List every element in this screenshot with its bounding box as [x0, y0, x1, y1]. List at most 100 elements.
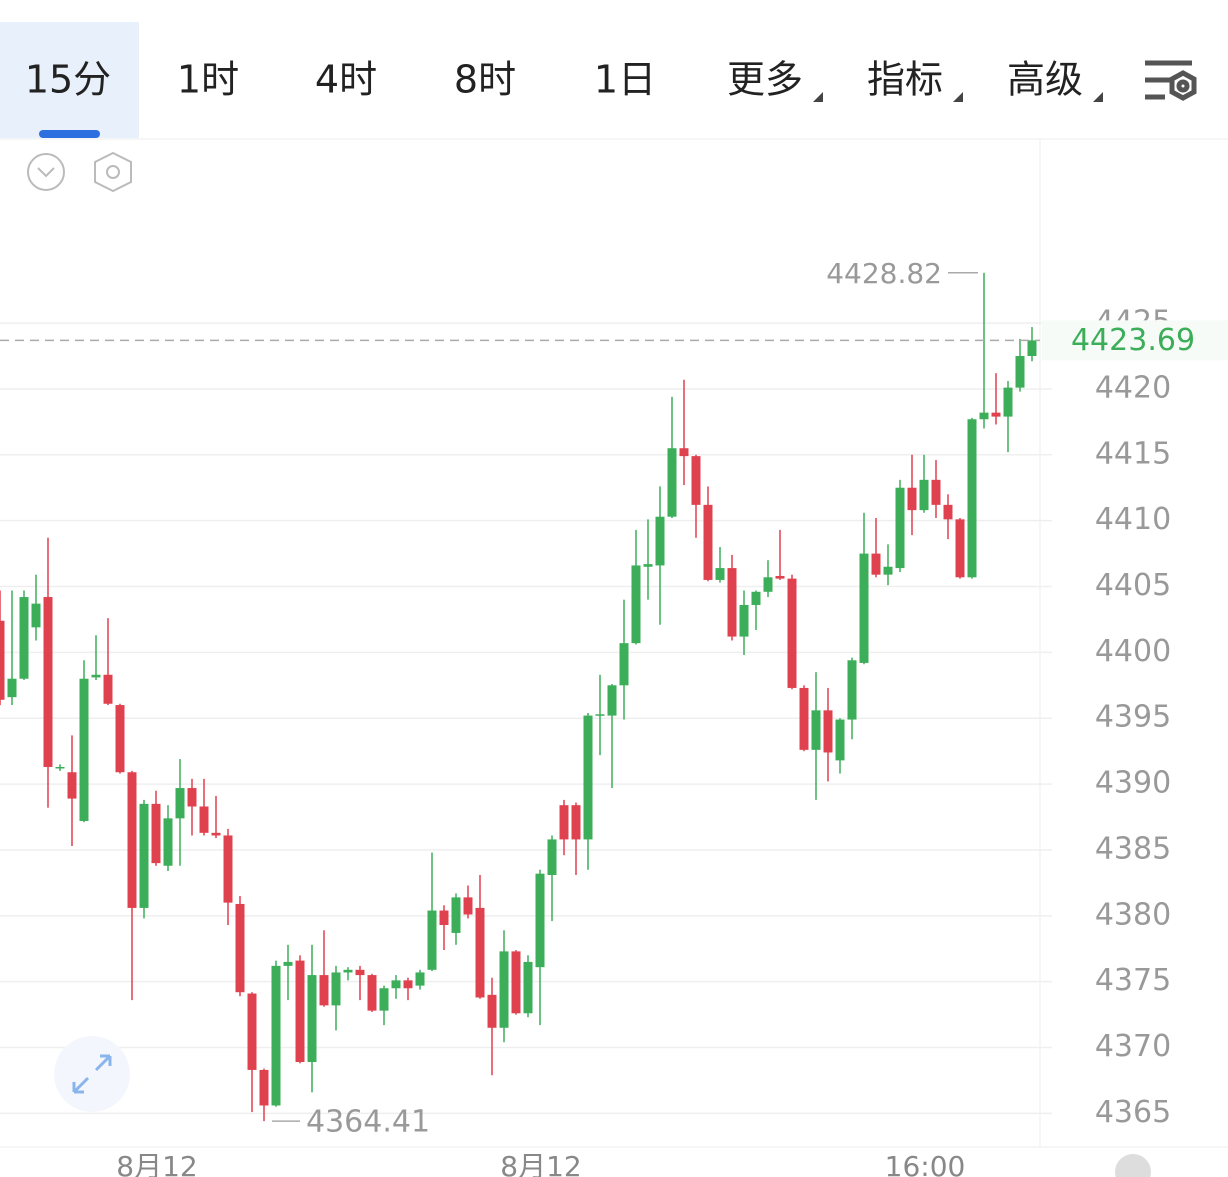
candle-body: [823, 710, 833, 753]
candle-body: [427, 910, 437, 970]
candle-body: [499, 951, 509, 1028]
candle-body: [451, 897, 461, 933]
y-tick-label: 4415: [1095, 436, 1171, 471]
tab[interactable]: 1日: [594, 58, 656, 102]
y-tick-label: 4375: [1095, 963, 1171, 998]
collapse-icon[interactable]: [27, 153, 65, 191]
candle-body: [43, 597, 53, 767]
candle-body: [739, 604, 749, 637]
candle-body: [151, 803, 161, 864]
candle-body: [691, 456, 701, 505]
candle-body: [763, 577, 773, 592]
candle-body: [211, 832, 221, 836]
max-label: 4428.82: [826, 257, 942, 290]
candle-body: [859, 553, 869, 663]
dropdown-marker: [953, 92, 963, 102]
candle-body: [967, 419, 977, 578]
candle-body: [79, 678, 89, 821]
candle-body: [811, 710, 821, 750]
x-tick-label: 8月12: [116, 1150, 197, 1177]
settings-icon[interactable]: [1145, 60, 1197, 101]
candle-body: [775, 575, 785, 579]
candle-body: [19, 597, 29, 679]
candle-body: [283, 961, 293, 966]
dropdown-marker: [1093, 92, 1103, 102]
candle-body: [595, 714, 605, 716]
tab[interactable]: 4时: [315, 58, 377, 102]
candle-body: [835, 719, 845, 761]
y-tick-label: 4380: [1095, 897, 1171, 932]
candle-body: [979, 412, 989, 420]
candle-body: [643, 564, 653, 567]
candle-body: [343, 969, 353, 973]
tab[interactable]: 更多: [727, 58, 803, 102]
candle-body: [475, 907, 485, 998]
candle-body: [199, 806, 209, 833]
hex-settings-icon[interactable]: [94, 151, 132, 193]
last-price-box: [1042, 320, 1228, 361]
candle-body: [619, 643, 629, 686]
expand-icon[interactable]: [54, 1036, 130, 1112]
tab[interactable]: 8时: [454, 58, 516, 102]
last-price-label: 4423.69: [1071, 323, 1195, 358]
candle-body: [523, 961, 533, 1014]
candle-body: [955, 519, 965, 578]
tab[interactable]: 高级: [1007, 58, 1083, 102]
tab[interactable]: 1时: [177, 58, 239, 102]
candle-body: [487, 994, 497, 1028]
y-tick-label: 4385: [1095, 831, 1171, 866]
candle-body: [607, 685, 617, 716]
candle-body: [583, 715, 593, 840]
y-tick-label: 4370: [1095, 1029, 1171, 1064]
candle-body: [223, 835, 233, 903]
candle-body: [439, 910, 449, 926]
y-tick-label: 4420: [1095, 370, 1171, 405]
candle-body: [115, 705, 125, 773]
candle-body: [787, 578, 797, 688]
plot: 4365 4370 4375 4380 4385 4390 4395 4400 4405 4410…: [0, 257, 1228, 1177]
candle-body: [991, 412, 1001, 417]
candle-body: [667, 448, 677, 517]
candle-body: [799, 687, 809, 750]
candle-body: [907, 487, 917, 511]
candle-body: [571, 805, 581, 840]
candle-body: [919, 479, 929, 511]
active-tab-indicator: [39, 130, 100, 138]
candle-body: [511, 951, 521, 1014]
candle-body: [31, 603, 41, 628]
candle-body: [727, 568, 737, 637]
candle-body: [307, 975, 317, 1063]
candle-body: [0, 620, 5, 700]
active-tab-bg: [0, 22, 139, 138]
candle-body: [463, 897, 473, 915]
candle-body: [679, 448, 689, 457]
candle-body: [415, 972, 425, 986]
candle-body: [751, 591, 761, 605]
y-tick-label: 4390: [1095, 766, 1171, 801]
y-tick-label: 4365: [1095, 1095, 1171, 1130]
candle-body: [355, 969, 365, 976]
candle-body: [127, 772, 137, 908]
candle-body: [1027, 340, 1037, 357]
candle-body: [895, 487, 905, 569]
k-icon[interactable]: [1115, 1154, 1151, 1177]
y-tick-label: 4410: [1095, 502, 1171, 537]
candle-body: [319, 975, 329, 1006]
candle-body: [295, 960, 305, 1063]
candle-body: [559, 805, 569, 840]
candle-body: [139, 803, 149, 908]
candle-body: [379, 988, 389, 1011]
dropdown-marker: [813, 92, 823, 102]
candle-body: [883, 566, 893, 575]
candle-body: [163, 818, 173, 866]
tab[interactable]: 15分: [25, 58, 111, 102]
candle-body: [655, 516, 665, 566]
candle-body: [943, 504, 953, 520]
candle-body: [847, 660, 857, 720]
candle-body: [1003, 387, 1013, 417]
candle-body: [91, 674, 101, 678]
candle-body: [259, 1069, 269, 1106]
candle-body: [715, 568, 725, 580]
tab[interactable]: 指标: [867, 58, 943, 102]
